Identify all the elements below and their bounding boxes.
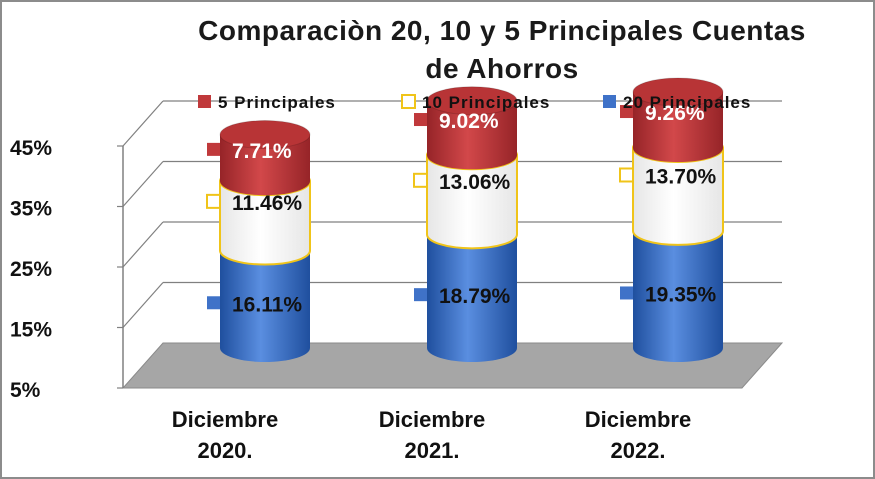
data-label: 13.70% [645,165,717,188]
bar-segment [220,250,310,362]
y-tick-label: 35% [10,198,52,221]
y-tick-label: 15% [10,319,52,342]
bar-segment [426,154,518,250]
data-label-marker [620,286,633,300]
bar-segment-top [426,86,518,116]
data-label: 16.11% [232,293,302,316]
data-label-marker [620,105,633,119]
gridline-depth [122,221,164,268]
bar-segment [219,180,311,266]
chart-title: Comparaciòn 20, 10 y 5 Principales Cuent… [198,15,806,84]
legend-swatch [603,95,616,108]
data-label-marker [413,172,428,188]
x-tick-label: Diciembre [172,407,278,432]
x-tick-label: 2021. [404,438,459,463]
gridline-depth [122,161,164,207]
data-label-marker [207,296,220,310]
y-tick-label: 25% [10,258,52,281]
legend-label: 10 Principales [422,93,550,112]
y-tick-label: 45% [10,137,52,160]
data-label: 19.35% [645,283,717,306]
data-label: 9.26% [645,102,705,125]
bar-segment-top [219,120,311,150]
data-label-marker [414,113,427,127]
data-label: 9.02% [439,110,499,133]
data-label: 13.06% [439,171,511,194]
bar-segment [427,234,517,362]
x-tick-label: 2020. [197,438,252,463]
bar-segment [633,92,723,163]
data-label: 11.46% [232,192,302,215]
data-label-marker [619,167,634,183]
x-tick-label: 2022. [610,438,665,463]
data-label-marker [414,288,427,302]
gridline-depth [122,282,164,328]
data-label-marker [206,193,221,209]
legend-swatch [198,95,211,108]
bar-segment [427,100,517,170]
y-tick-label: 5% [10,379,41,402]
legend-label: 20 Principales [623,93,751,112]
x-tick-label: Diciembre [379,407,485,432]
x-tick-label: Diciembre [585,407,691,432]
bar-segment [220,134,310,196]
gridline-depth [122,100,164,147]
legend-label: 5 Principales [218,93,336,112]
data-label: 18.79% [439,285,511,308]
legend-swatch [401,94,416,109]
bar-segment [632,147,724,246]
bar-segment [633,230,723,362]
data-label: 7.71% [232,140,292,163]
bar-segment-top [632,77,724,107]
data-label-marker [207,142,220,156]
